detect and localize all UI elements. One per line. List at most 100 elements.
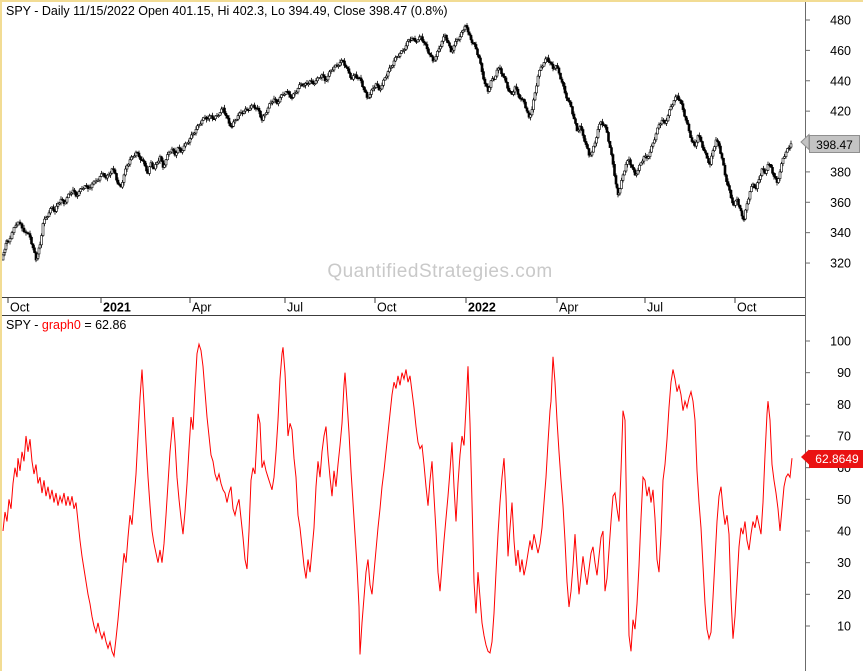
candle-body (49, 208, 52, 214)
candle-body (777, 178, 780, 183)
candle-body (55, 205, 58, 212)
candle-body (595, 137, 598, 144)
candle-body (702, 147, 706, 151)
candle-body (250, 104, 253, 109)
candle-body (772, 172, 776, 177)
candle-body (674, 96, 677, 101)
candle-body (605, 126, 609, 133)
candle-body (530, 109, 534, 116)
candle-body (325, 79, 328, 82)
candle-body (355, 74, 358, 78)
candle-body (86, 185, 90, 189)
candle-body (713, 146, 716, 151)
candle-body (67, 193, 70, 199)
candle-body (242, 110, 246, 114)
price-series[interactable] (2, 23, 793, 263)
candle-body (639, 162, 643, 166)
candle-body (82, 188, 85, 190)
candle-body (404, 45, 408, 50)
candle-body (26, 232, 30, 235)
candle-body (274, 98, 277, 101)
candle-body (651, 142, 655, 147)
time-axis-label: Oct (10, 301, 30, 315)
candle-body (33, 247, 36, 253)
candle-body (784, 151, 788, 157)
candle-body (185, 142, 189, 145)
indicator-series[interactable] (2, 342, 793, 659)
candle-body (437, 48, 441, 52)
time-axis-label: Oct (377, 301, 397, 315)
candle-body (425, 44, 429, 50)
price-axis-label: 320 (830, 257, 851, 271)
candle-body (551, 63, 555, 69)
candle-body (154, 164, 157, 170)
candle-body (621, 174, 625, 181)
candle-body (636, 170, 640, 175)
candle-body (131, 156, 135, 159)
candle-body (41, 223, 45, 236)
candle-body (660, 119, 664, 125)
candle-body (377, 85, 381, 91)
candle-body (386, 71, 390, 77)
candle-body (283, 93, 286, 96)
candle-body (331, 69, 334, 72)
indicator-axis-label: 10 (837, 620, 851, 634)
candle-body (8, 238, 12, 243)
candle-body (268, 103, 271, 109)
candle-body (362, 86, 366, 91)
candle-body (272, 98, 276, 103)
candle-body (568, 100, 571, 103)
candle-body (20, 223, 24, 229)
candle-body (677, 95, 680, 100)
candle-body (218, 112, 222, 116)
price-axis-label: 460 (830, 44, 851, 58)
candle-body (46, 216, 49, 218)
candle-body (656, 127, 659, 135)
candle-body (12, 227, 16, 233)
candle-body (569, 101, 573, 107)
candle-body (723, 164, 727, 176)
candle-body (544, 58, 547, 63)
candle-body (130, 156, 133, 161)
indicator-axis-label: 70 (837, 430, 851, 444)
candle-body (413, 38, 417, 42)
candle-body (610, 147, 613, 155)
candle-body (659, 123, 662, 126)
candle-body (172, 148, 175, 152)
candle-body (580, 126, 583, 130)
candle-body (666, 115, 670, 122)
candle-body (338, 62, 342, 66)
candle-body (83, 185, 87, 189)
candle-body (483, 78, 487, 85)
candle-body (436, 50, 439, 57)
candle-body (361, 80, 364, 87)
candle-body (106, 174, 109, 179)
candle-body (70, 192, 73, 195)
candle-body (311, 80, 315, 85)
candle-body (786, 148, 789, 153)
candle-body (707, 157, 710, 163)
candle-body (56, 203, 60, 207)
candle-body (720, 153, 724, 159)
candle-body (302, 85, 306, 87)
candle-body (365, 92, 369, 98)
candle-body (538, 69, 541, 77)
candle-body (287, 91, 291, 95)
candle-body (157, 160, 160, 164)
candle-body (716, 139, 719, 142)
candle-body (587, 148, 591, 156)
candle-body (687, 123, 691, 132)
candle-body (704, 150, 707, 154)
candle-body (698, 135, 701, 138)
indicator-axis-label: 100 (830, 335, 851, 349)
candle-body (439, 46, 442, 50)
candle-body (604, 124, 607, 128)
candle-body (293, 92, 297, 95)
candle-body (224, 112, 228, 116)
candle-body (593, 142, 597, 147)
candle-body (756, 182, 759, 189)
candle-body (586, 144, 589, 149)
candle-body (512, 91, 515, 95)
candle-body (638, 164, 641, 171)
